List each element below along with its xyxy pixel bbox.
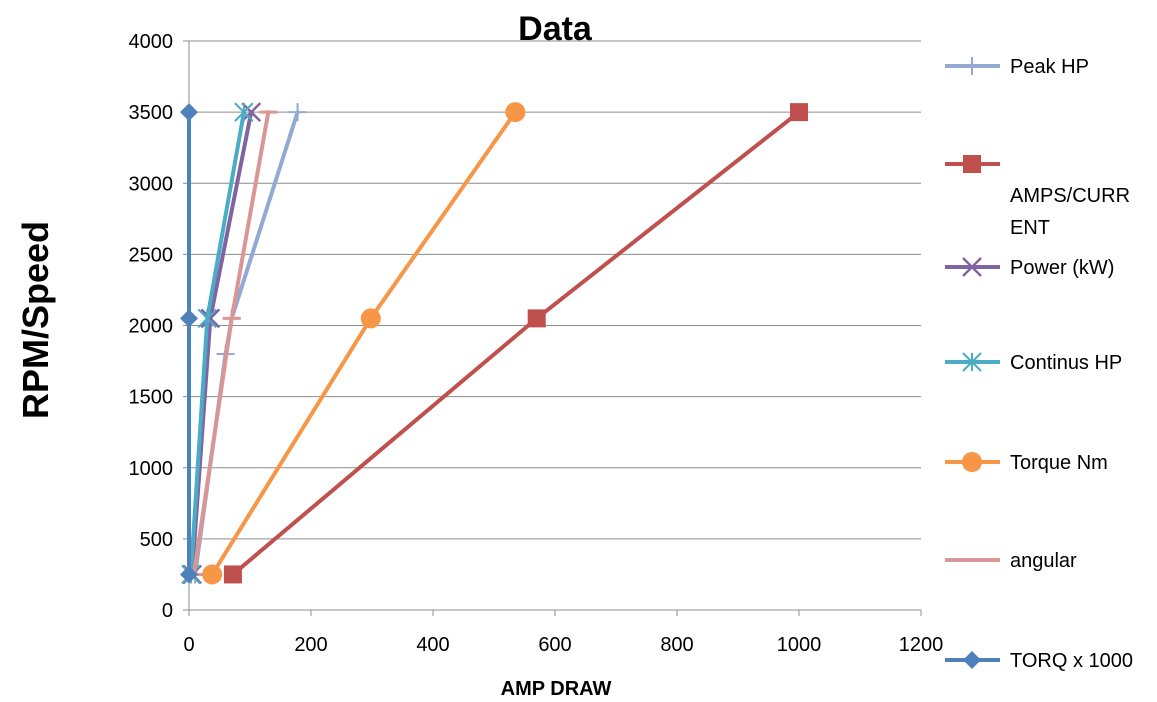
- data-point: [197, 308, 218, 329]
- x-tick-label: 0: [183, 634, 194, 656]
- legend-label: Peak HP: [1010, 56, 1089, 78]
- legend-item: Power (kW): [945, 257, 1114, 279]
- legend-marker: [962, 452, 982, 472]
- legend-item: Torque Nm: [945, 452, 1108, 474]
- legend-label: Torque Nm: [1010, 452, 1108, 474]
- y-tick-label: 2000: [129, 316, 174, 338]
- y-tick-label: 1000: [129, 458, 174, 480]
- data-point: [223, 565, 242, 584]
- legend-label: Power (kW): [1010, 257, 1114, 279]
- y-tick-label: 2500: [129, 244, 174, 266]
- legend-marker: [962, 257, 982, 277]
- legend-item: TORQ x 1000: [945, 650, 1133, 672]
- data-point: [180, 103, 198, 122]
- data-point: [505, 102, 526, 123]
- legend-marker: [963, 155, 981, 173]
- y-tick-label: 0: [162, 600, 173, 622]
- y-axis-label: RPM/Speed: [15, 221, 56, 419]
- series-4: [202, 102, 526, 585]
- series-6: [180, 103, 198, 584]
- data-point: [180, 309, 198, 328]
- y-tick-label: 4000: [129, 31, 174, 53]
- y-tick-label: 500: [140, 529, 173, 551]
- legend-item: Peak HP: [945, 56, 1089, 78]
- data-point: [234, 102, 254, 122]
- x-axis-label: AMP DRAW: [501, 678, 612, 700]
- x-tick-label: 200: [294, 634, 327, 656]
- y-tick-label: 3000: [129, 173, 174, 195]
- legend-label: angular: [1010, 550, 1077, 572]
- x-tick-label: 800: [660, 634, 693, 656]
- series-1: [223, 103, 808, 584]
- legend-label: Continus HP: [1010, 352, 1122, 374]
- legend-label: ENT: [1010, 217, 1050, 239]
- data-point: [200, 308, 221, 329]
- x-tick-label: 1000: [777, 634, 822, 656]
- legend-marker: [963, 57, 981, 75]
- legend-label: TORQ x 1000: [1010, 650, 1133, 672]
- x-tick-label: 1200: [899, 634, 944, 656]
- series-group: [180, 102, 808, 585]
- legend-label: AMPS/CURR: [1010, 185, 1130, 207]
- y-tick-label: 3500: [129, 102, 174, 124]
- series-3: [181, 102, 254, 585]
- legend-marker: [963, 651, 981, 669]
- legend: Peak HP AMPS/CURR ENT Power (kW) Continus HP…: [945, 56, 1133, 672]
- data-point: [241, 102, 262, 123]
- legend-item: angular: [945, 550, 1077, 572]
- data-point: [790, 103, 808, 122]
- grid: [189, 40, 921, 540]
- data-point: [527, 309, 546, 328]
- series-line: [190, 110, 254, 577]
- chart-title: Data: [518, 10, 593, 48]
- series-line: [230, 110, 801, 577]
- legend-item: AMPS/CURR ENT: [945, 155, 1130, 239]
- data-point: [360, 308, 381, 329]
- data-point: [180, 565, 198, 584]
- data-point: [202, 564, 223, 585]
- legend-marker: [962, 352, 982, 372]
- x-tick-label: 600: [538, 634, 571, 656]
- legend-item: Continus HP: [945, 352, 1122, 374]
- data-point: [288, 103, 307, 122]
- y-tick-label: 1500: [129, 387, 174, 409]
- x-tick-label: 400: [416, 634, 449, 656]
